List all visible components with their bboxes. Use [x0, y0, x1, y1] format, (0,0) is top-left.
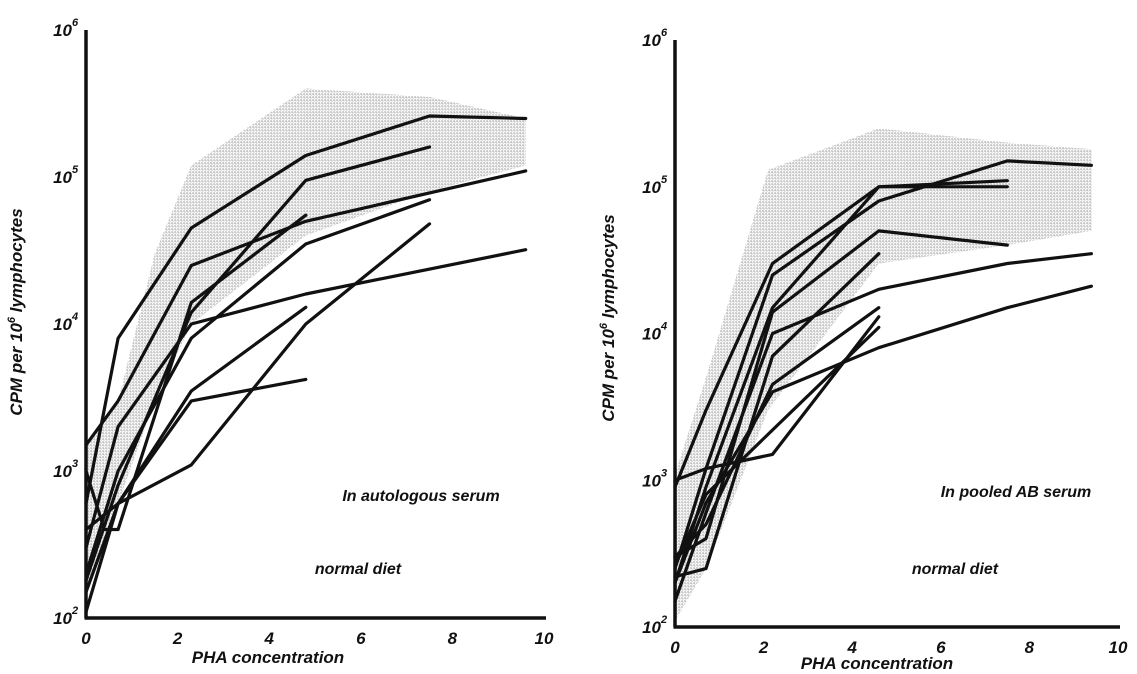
y-tick-exponent: 3	[72, 458, 78, 470]
y-tick-label: 10	[53, 609, 72, 628]
x-tick-label: 6	[936, 638, 946, 657]
series-line-3	[84, 145, 432, 583]
diet-label: normal diet	[315, 561, 402, 578]
serum-condition-label: In pooled AB serum	[941, 484, 1092, 501]
x-tick-label: 8	[448, 629, 458, 648]
series-line-2	[673, 159, 1094, 571]
y-tick-exponent: 2	[660, 614, 667, 626]
x-tick-label: 4	[846, 638, 857, 657]
x-axis-title: PHA concentration	[801, 654, 953, 673]
y-tick-label: 10	[642, 471, 661, 490]
y-tick-label: 10	[53, 315, 72, 334]
y-tick-label: 10	[642, 178, 661, 197]
x-tick-label: 8	[1025, 638, 1035, 657]
x-tick-label: 10	[1109, 638, 1128, 657]
series-line-7	[84, 222, 432, 532]
y-tick-exponent: 2	[71, 605, 78, 617]
y-tick-exponent: 4	[71, 311, 78, 323]
y-tick-label: 10	[53, 21, 72, 40]
y-tick-exponent: 4	[660, 321, 667, 333]
series-line-6	[84, 248, 528, 550]
y-tick-label: 10	[642, 325, 661, 344]
series-line-4	[84, 213, 308, 532]
series-line-10	[673, 306, 881, 559]
normal-range-band	[86, 88, 526, 593]
series-line-9	[673, 325, 881, 568]
y-tick-label: 10	[53, 168, 72, 187]
series-line-2	[84, 169, 528, 447]
serum-condition-label: In autologous serum	[342, 488, 499, 505]
x-tick-label: 6	[356, 629, 366, 648]
y-tick-label: 10	[642, 618, 661, 637]
series-line-8	[84, 305, 308, 594]
y-tick-exponent: 3	[661, 467, 667, 479]
x-tick-label: 2	[758, 638, 769, 657]
series-line-9	[84, 377, 308, 614]
y-tick-exponent: 5	[72, 164, 79, 176]
x-tick-label: 0	[670, 638, 680, 657]
x-tick-label: 2	[172, 629, 183, 648]
series-line-1	[84, 114, 528, 506]
x-tick-label: 4	[263, 629, 274, 648]
y-tick-exponent: 5	[661, 174, 668, 186]
series-line-5	[84, 198, 432, 576]
x-axis-title: PHA concentration	[192, 648, 344, 667]
y-tick-exponent: 6	[661, 27, 668, 39]
y-tick-label: 10	[642, 31, 661, 50]
diet-label: normal diet	[912, 561, 999, 578]
y-tick-exponent: 6	[72, 17, 79, 29]
y-axis-title: CPM per 106 lymphocytes	[6, 208, 26, 415]
x-tick-label: 10	[535, 629, 554, 648]
y-axis-title: CPM per 106 lymphocytes	[598, 214, 618, 421]
series-line-8	[673, 284, 1094, 585]
x-tick-label: 0	[81, 629, 91, 648]
normal-range-band	[675, 128, 1092, 621]
y-tick-label: 10	[53, 462, 72, 481]
